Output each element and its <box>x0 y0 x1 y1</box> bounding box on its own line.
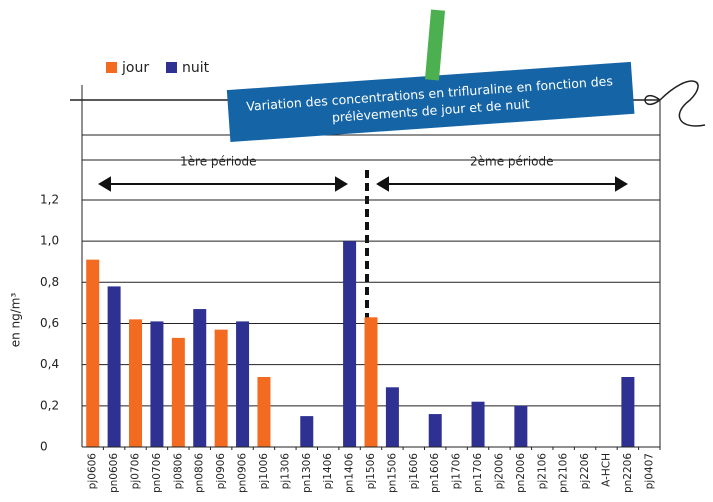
bar <box>621 377 635 447</box>
x-tick-label: pn2106 <box>558 453 570 493</box>
bar <box>214 329 228 447</box>
bar <box>428 414 442 447</box>
bar <box>129 319 143 447</box>
bar <box>171 337 185 447</box>
x-tick-label: pn1506 <box>386 453 398 493</box>
y-axis-label: en ng/m³ <box>9 293 23 348</box>
bar <box>343 241 357 447</box>
bar <box>364 317 378 447</box>
bar <box>150 321 164 447</box>
y-tick-label: 0,4 <box>40 357 59 371</box>
x-tick-label: pj1406 <box>322 453 334 490</box>
period-arrows <box>98 176 628 192</box>
bar <box>514 405 528 447</box>
bar <box>300 416 314 447</box>
legend-swatch <box>106 62 117 73</box>
y-tick-label: 1,0 <box>40 234 59 248</box>
x-tick-label: pn0806 <box>194 453 206 493</box>
x-tick-label: pj0407 <box>643 453 655 489</box>
x-tick-label: pn0706 <box>151 453 163 493</box>
x-tick-label: pn2006 <box>515 453 527 493</box>
x-tick-label: pj2006 <box>493 453 505 490</box>
x-tick-label: pj1306 <box>279 453 291 490</box>
clothespin <box>424 9 446 81</box>
x-tick-label: pj1706 <box>451 453 463 490</box>
x-tick-label: pj1006 <box>258 453 270 490</box>
legend-label: nuit <box>182 60 210 76</box>
legend-label: jour <box>121 60 149 76</box>
bow <box>644 80 706 127</box>
x-tick-label: pn1706 <box>472 453 484 493</box>
y-tick-label: 0,6 <box>40 316 59 330</box>
x-tick-label: pn0906 <box>237 453 249 493</box>
x-tick-label: pn1606 <box>429 453 441 493</box>
bar <box>471 401 485 447</box>
y-tick-label: 0,2 <box>40 398 59 412</box>
period-label: 1ère période <box>180 155 257 169</box>
banner-bg <box>226 61 635 143</box>
x-tick-label: pj1606 <box>408 453 420 490</box>
x-tick-label: A-HCH <box>600 453 612 487</box>
x-tick-label: pj0706 <box>130 453 142 490</box>
bar <box>86 259 100 447</box>
x-tick-label: pj0606 <box>87 453 99 490</box>
bar <box>385 387 399 447</box>
legend-swatch <box>166 62 177 73</box>
period-label: 2ème période <box>470 155 554 169</box>
x-tick-label: pj0906 <box>215 453 227 490</box>
x-tick-label: pn2206 <box>622 453 634 493</box>
x-tick-label: pj0806 <box>172 453 184 490</box>
y-tick-label: 0,8 <box>40 275 59 289</box>
bar <box>193 309 207 447</box>
x-tick-label: pn1406 <box>344 453 356 493</box>
x-tick-label: pj2106 <box>536 453 548 490</box>
bar <box>107 286 121 447</box>
bar <box>257 377 271 447</box>
y-tick-label: 0 <box>40 440 48 454</box>
bar <box>236 321 250 447</box>
x-tick-label: pn0606 <box>108 453 120 493</box>
x-tick-label: pj1506 <box>365 453 377 490</box>
y-tick-label: 1,2 <box>40 192 59 206</box>
x-tick-label: pj2206 <box>579 453 591 490</box>
x-tick-label: pn1306 <box>301 453 313 493</box>
